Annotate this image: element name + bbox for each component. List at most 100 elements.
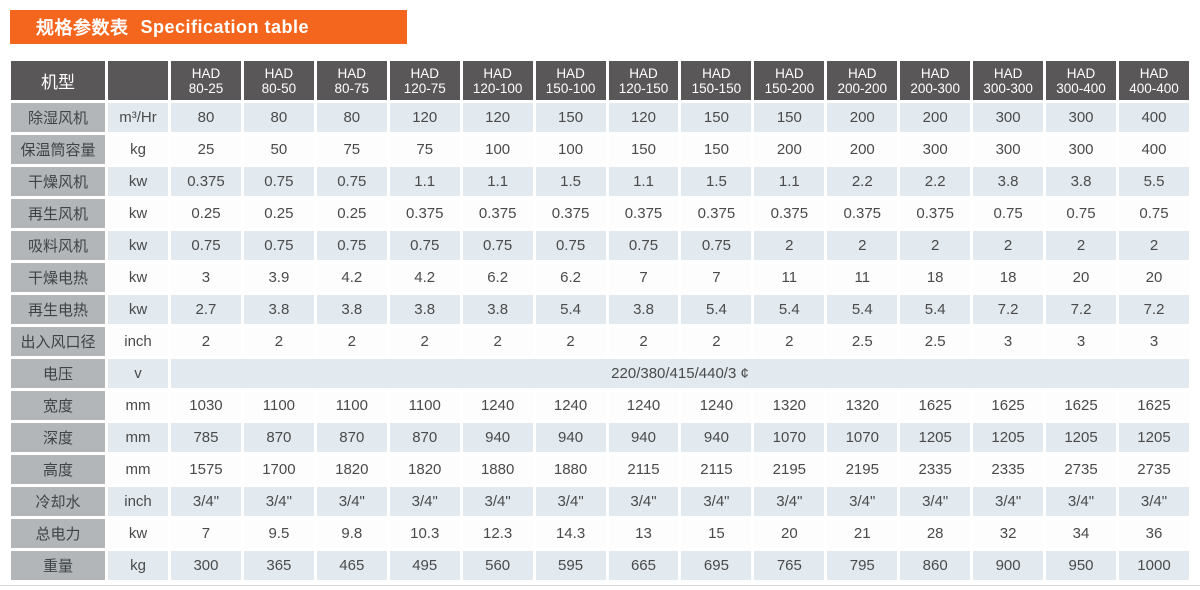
unit-cell: kw — [108, 263, 168, 292]
value-cell: 1.5 — [535, 167, 606, 196]
value-cell: 1820 — [316, 455, 387, 484]
value-cell: 3/4" — [681, 487, 752, 516]
model-series-label: HAD — [702, 65, 731, 81]
value-cell: 0.75 — [171, 231, 241, 260]
value-cell: 560 — [462, 551, 533, 580]
spec-row: 电压 v 220/380/415/440/3 ¢ — [11, 359, 1189, 388]
value-cell: 0.75 — [973, 199, 1044, 228]
spec-row: 深度 mm 785 870 870 870 940 940 940 940 1070 1070 1205… — [11, 423, 1189, 452]
value-cell: 870 — [243, 423, 314, 452]
value-cell: 2 — [900, 231, 971, 260]
value-cell: 3.8 — [608, 295, 679, 324]
value-cell: 3.9 — [243, 263, 314, 292]
spec-row: 宽度 mm 1030 1100 1100 1100 1240 1240 1240 1240 1320… — [11, 391, 1189, 420]
model-series-label: HAD — [1066, 65, 1096, 81]
value-cell: 20 — [1118, 263, 1189, 292]
value-cell: 2735 — [1046, 455, 1116, 484]
value-cell: 300 — [973, 103, 1044, 132]
row-label: 深度 — [11, 423, 105, 452]
value-cell: 36 — [1118, 519, 1189, 548]
model-series-label: HAD — [775, 65, 804, 81]
value-cell: 200 — [827, 103, 898, 132]
unit-cell: m³/Hr — [108, 103, 168, 132]
unit-cell: mm — [108, 391, 168, 420]
value-cell: 0.375 — [535, 199, 606, 228]
value-cell: 6.2 — [462, 263, 533, 292]
value-cell: 300 — [900, 135, 971, 164]
value-cell: 2195 — [754, 455, 825, 484]
value-cell: 0.375 — [462, 199, 533, 228]
unit-cell: kg — [108, 135, 168, 164]
value-cell: 795 — [827, 551, 898, 580]
model-code-label: 400-400 — [1129, 80, 1179, 96]
model-header-cell: HAD 400-400 — [1118, 61, 1189, 100]
value-cell: 3/4" — [1046, 487, 1116, 516]
unit-cell: kw — [108, 295, 168, 324]
value-cell: 1625 — [1118, 391, 1189, 420]
value-cell: 1880 — [535, 455, 606, 484]
value-cell: 5.5 — [1118, 167, 1189, 196]
value-cell: 0.75 — [243, 231, 314, 260]
value-cell: 300 — [1046, 103, 1116, 132]
model-series-label: HAD — [556, 65, 585, 81]
value-cell: 18 — [973, 263, 1044, 292]
value-cell: 4.2 — [316, 263, 387, 292]
value-cell: 25 — [171, 135, 241, 164]
value-cell: 695 — [681, 551, 752, 580]
value-cell: 15 — [681, 519, 752, 548]
value-cell: 150 — [681, 103, 752, 132]
value-cell: 1100 — [389, 391, 460, 420]
spec-row: 重量 kg 300 365 465 495 560 595 665 695 765 795 860 900… — [11, 551, 1189, 580]
value-cell: 200 — [827, 135, 898, 164]
value-cell: 0.375 — [754, 199, 825, 228]
value-cell: 1575 — [171, 455, 241, 484]
value-cell: 11 — [827, 263, 898, 292]
value-cell: 2735 — [1118, 455, 1189, 484]
unit-cell: kw — [108, 231, 168, 260]
model-header-cell: HAD 300-300 — [973, 61, 1044, 100]
model-series-label: HAD — [993, 65, 1023, 81]
spec-table: 机型 HAD 80-25 HAD 80-50 HAD 80-75 HAD 120-75 HAD 12… — [8, 58, 1192, 583]
voltage-span-cell: 220/380/415/440/3 ¢ — [171, 359, 1189, 388]
value-cell: 120 — [608, 103, 679, 132]
value-cell: 3/4" — [754, 487, 825, 516]
value-cell: 2 — [973, 231, 1044, 260]
model-header-cell: HAD 200-200 — [827, 61, 898, 100]
model-code-label: 80-50 — [261, 80, 297, 96]
model-code-label: 300-300 — [983, 80, 1033, 96]
value-cell: 6.2 — [535, 263, 606, 292]
value-cell: 1240 — [535, 391, 606, 420]
value-cell: 5.4 — [535, 295, 606, 324]
value-cell: 7.2 — [973, 295, 1044, 324]
value-cell: 3/4" — [389, 487, 460, 516]
value-cell: 3 — [171, 263, 241, 292]
value-cell: 150 — [608, 135, 679, 164]
value-cell: 0.75 — [316, 231, 387, 260]
model-code-label: 80-75 — [334, 80, 370, 96]
title-bar: 规格参数表 Specification table — [10, 10, 407, 44]
value-cell: 9.5 — [243, 519, 314, 548]
value-cell: 1.1 — [389, 167, 460, 196]
value-cell: 14.3 — [535, 519, 606, 548]
model-code-label: 150-100 — [545, 80, 596, 96]
model-header-cell: HAD 80-50 — [243, 61, 314, 100]
value-cell: 2 — [1046, 231, 1116, 260]
value-cell: 200 — [754, 135, 825, 164]
value-cell: 0.375 — [827, 199, 898, 228]
value-cell: 100 — [462, 135, 533, 164]
model-code-label: 120-75 — [403, 80, 446, 96]
value-cell: 1205 — [1046, 423, 1116, 452]
spec-row: 干燥电热 kw 3 3.9 4.2 4.2 6.2 6.2 7 7 11 11 18 18 20 20 — [11, 263, 1189, 292]
value-cell: 940 — [681, 423, 752, 452]
row-label: 冷却水 — [11, 487, 105, 516]
value-cell: 3.8 — [243, 295, 314, 324]
value-cell: 1625 — [900, 391, 971, 420]
spec-row: 冷却水 inch 3/4" 3/4" 3/4" 3/4" 3/4" 3/4" 3/4" 3/4" 3… — [11, 487, 1189, 516]
value-cell: 1240 — [608, 391, 679, 420]
value-cell: 3.8 — [462, 295, 533, 324]
model-header-cell: HAD 150-150 — [681, 61, 752, 100]
model-header-row: 机型 HAD 80-25 HAD 80-50 HAD 80-75 HAD 120-75 HAD 12… — [11, 61, 1189, 100]
value-cell: 3 — [1046, 327, 1116, 356]
value-cell: 75 — [389, 135, 460, 164]
spec-row: 总电力 kw 7 9.5 9.8 10.3 12.3 14.3 13 15 20 21 28 32 34 36 — [11, 519, 1189, 548]
